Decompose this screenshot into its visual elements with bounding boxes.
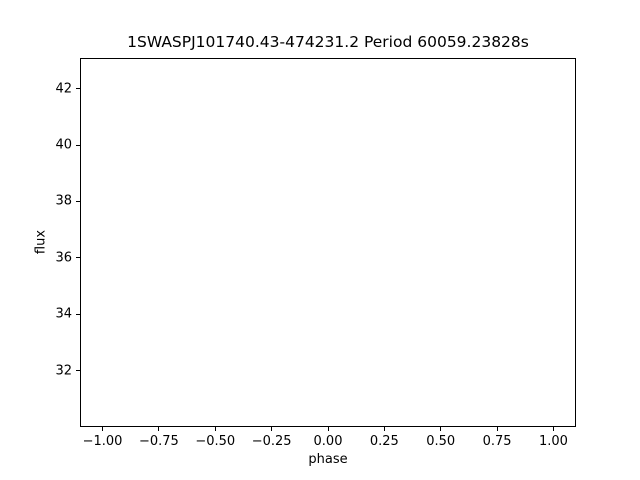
y-tick-mark [76,370,80,372]
x-tick-mark [327,427,329,431]
x-tick-mark [102,427,104,431]
y-tick-label: 42 [55,81,72,97]
y-tick-mark [76,257,80,259]
x-tick-mark [440,427,442,431]
x-tick-mark [496,427,498,431]
x-tick-label: 0.25 [369,434,399,449]
y-tick-mark [76,88,80,90]
plot-area [80,58,576,427]
y-tick-label: 34 [55,306,72,322]
x-tick-mark [158,427,160,431]
y-tick-label: 38 [55,193,72,209]
x-tick-label: 0.75 [482,434,512,449]
y-tick-label: 40 [55,137,72,153]
x-tick-label: 0.00 [313,434,343,449]
y-tick-label: 32 [55,363,72,379]
x-tick-mark [552,427,554,431]
y-axis-label: flux [33,229,49,255]
y-tick-mark [76,200,80,202]
y-tick-mark [76,313,80,315]
x-tick-label: −0.50 [195,434,236,449]
y-tick-mark [76,144,80,146]
x-tick-label: −0.25 [251,434,292,449]
y-tick-label: 36 [55,250,72,266]
x-tick-label: −1.00 [82,434,123,449]
x-tick-label: 1.00 [538,434,568,449]
x-tick-label: −0.75 [138,434,179,449]
x-tick-mark [383,427,385,431]
x-tick-mark [214,427,216,431]
x-axis-label: phase [308,452,348,467]
x-tick-mark [271,427,273,431]
plot-title: 1SWASPJ101740.43-474231.2 Period 60059.2… [127,33,529,51]
x-tick-label: 0.50 [426,434,456,449]
